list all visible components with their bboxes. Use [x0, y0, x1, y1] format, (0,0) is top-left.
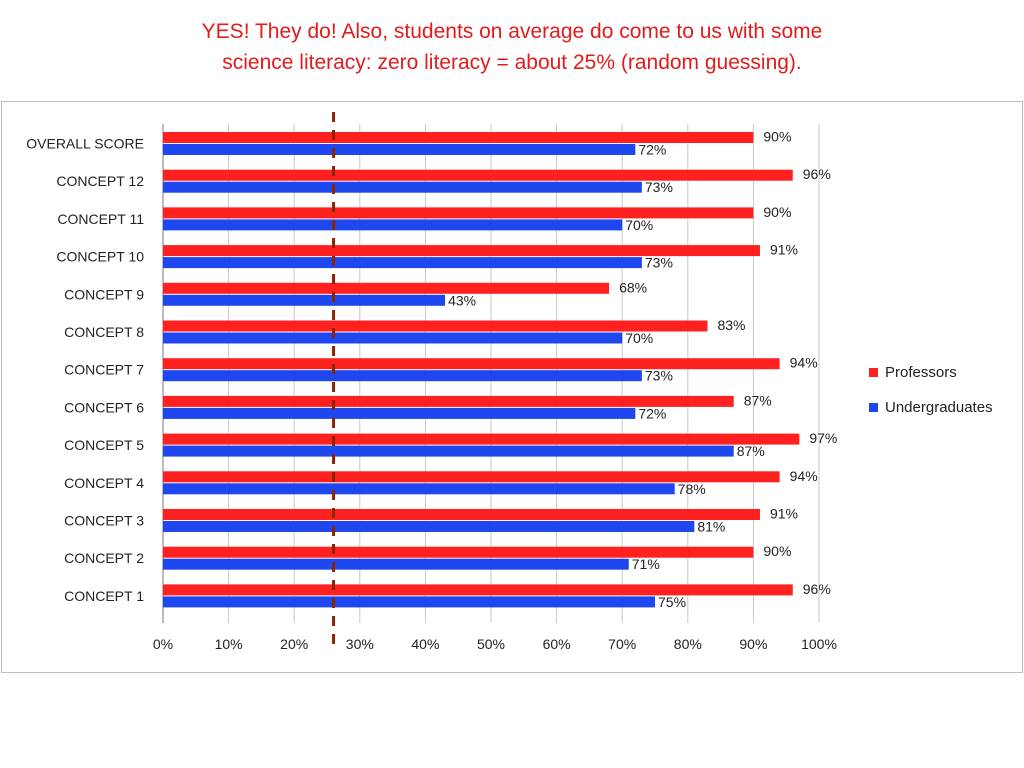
bar-professors — [163, 471, 780, 483]
data-label-undergraduates: 72% — [638, 405, 666, 421]
slide-title: YES! They do! Also, students on average … — [0, 16, 1024, 78]
category-label: CONCEPT 2 — [64, 550, 144, 566]
category-label: CONCEPT 7 — [64, 362, 144, 378]
bar-professors — [163, 584, 793, 596]
category-label: CONCEPT 9 — [64, 286, 144, 302]
category-label: CONCEPT 8 — [64, 324, 144, 340]
bar-professors — [163, 282, 610, 294]
data-label-undergraduates: 70% — [625, 330, 653, 346]
bar-professors — [163, 132, 754, 143]
x-tick-label: 50% — [477, 636, 505, 652]
bar-professors — [163, 169, 793, 181]
legend-swatch-undergraduates — [869, 402, 878, 412]
chart-legend: Professors Undergraduates — [869, 362, 993, 432]
legend-label-professors: Professors — [885, 363, 957, 381]
category-label: OVERALL SCORE — [26, 136, 144, 152]
bar-professors — [163, 509, 760, 520]
category-label: CONCEPT 11 — [57, 211, 144, 227]
data-label-undergraduates: 73% — [645, 179, 673, 195]
bar-undergraduates — [163, 144, 636, 155]
data-label-undergraduates: 70% — [625, 217, 653, 233]
data-label-undergraduates: 81% — [697, 519, 725, 535]
x-tick-label: 30% — [346, 636, 374, 652]
data-label-undergraduates: 78% — [678, 481, 706, 497]
data-label-professors: 91% — [770, 242, 798, 258]
data-label-professors: 90% — [763, 204, 791, 220]
x-tick-label: 20% — [280, 636, 308, 652]
category-label: CONCEPT 4 — [64, 475, 144, 491]
bar-undergraduates — [163, 294, 446, 306]
x-tick-label: 80% — [674, 636, 702, 652]
x-tick-label: 90% — [739, 636, 767, 652]
bar-undergraduates — [163, 332, 623, 344]
legend-swatch-professors — [869, 367, 878, 377]
legend-item-undergraduates: Undergraduates — [869, 397, 993, 417]
chart-frame — [1, 101, 1023, 673]
data-label-professors: 94% — [790, 355, 818, 371]
data-label-undergraduates: 71% — [632, 556, 660, 572]
bar-undergraduates — [163, 521, 695, 532]
x-tick-label: 100% — [801, 636, 837, 652]
data-label-professors: 83% — [717, 317, 745, 333]
data-label-professors: 94% — [790, 468, 818, 484]
x-tick-label: 40% — [411, 636, 439, 652]
data-label-undergraduates: 73% — [645, 368, 673, 384]
bar-professors — [163, 395, 734, 407]
data-label-undergraduates: 87% — [737, 443, 765, 459]
data-label-professors: 68% — [619, 279, 647, 295]
bar-undergraduates — [163, 596, 655, 608]
data-label-professors: 96% — [803, 166, 831, 182]
category-label: CONCEPT 10 — [56, 249, 144, 265]
data-label-professors: 96% — [803, 581, 831, 597]
data-label-undergraduates: 43% — [448, 292, 476, 308]
bar-professors — [163, 358, 780, 370]
data-label-undergraduates: 75% — [658, 594, 686, 610]
category-label: CONCEPT 12 — [56, 173, 144, 189]
bar-undergraduates — [163, 445, 734, 457]
x-tick-label: 60% — [543, 636, 571, 652]
title-line-2: science literacy: zero literacy = about … — [222, 51, 802, 74]
bar-professors — [163, 207, 754, 219]
bar-professors — [163, 245, 760, 257]
category-label: CONCEPT 1 — [64, 588, 144, 604]
data-label-professors: 87% — [744, 392, 772, 408]
bar-undergraduates — [163, 407, 636, 419]
x-tick-label: 0% — [153, 636, 173, 652]
data-label-professors: 91% — [770, 506, 798, 522]
data-label-undergraduates: 72% — [638, 142, 666, 158]
bar-undergraduates — [163, 483, 675, 495]
x-tick-label: 70% — [608, 636, 636, 652]
bar-professors — [163, 546, 754, 558]
bar-undergraduates — [163, 257, 642, 269]
bar-undergraduates — [163, 219, 623, 231]
data-label-professors: 97% — [809, 430, 837, 446]
bar-undergraduates — [163, 181, 642, 193]
title-line-1: YES! They do! Also, students on average … — [201, 20, 823, 43]
bar-undergraduates — [163, 558, 629, 570]
category-label: CONCEPT 5 — [64, 437, 144, 453]
data-label-undergraduates: 73% — [645, 255, 673, 271]
legend-item-professors: Professors — [869, 362, 993, 382]
bar-undergraduates — [163, 370, 642, 382]
category-label: CONCEPT 6 — [64, 399, 144, 415]
x-tick-label: 10% — [215, 636, 243, 652]
bar-professors — [163, 320, 708, 332]
data-label-professors: 90% — [763, 543, 791, 559]
data-label-professors: 90% — [763, 129, 791, 145]
category-label: CONCEPT 3 — [64, 513, 144, 529]
bar-professors — [163, 433, 800, 445]
legend-label-undergraduates: Undergraduates — [885, 398, 993, 416]
